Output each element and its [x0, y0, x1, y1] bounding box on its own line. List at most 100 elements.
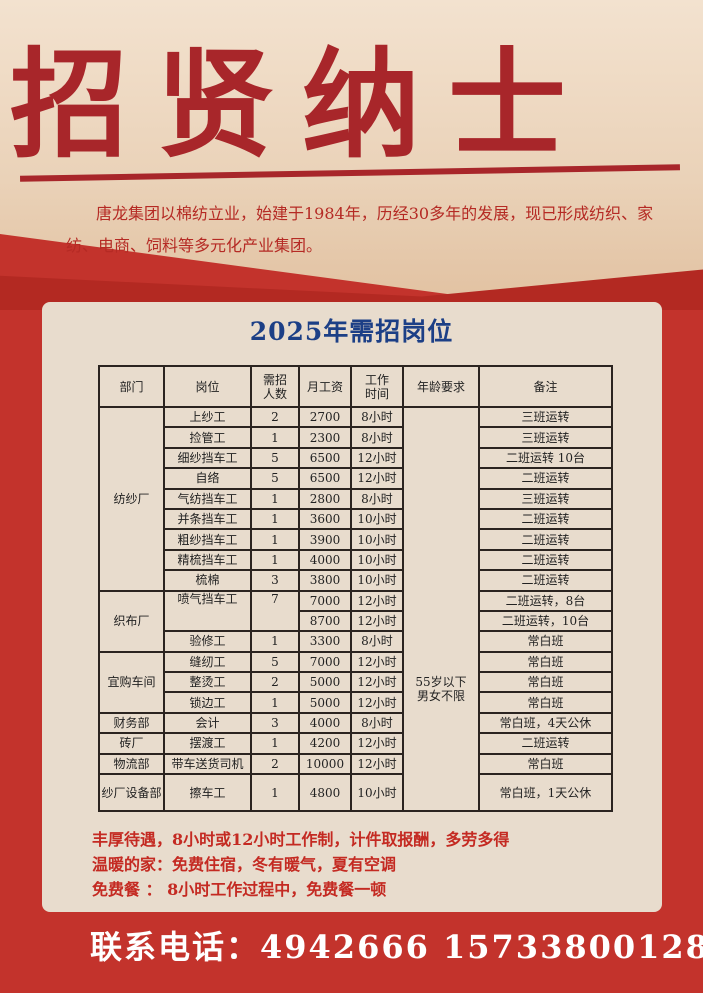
count-cell: 1	[250, 732, 300, 755]
count-cell: 1	[250, 691, 300, 714]
position-cell: 自络	[163, 467, 252, 490]
pay-cell: 4800	[298, 773, 352, 813]
col-hours: 工作时间	[350, 365, 404, 408]
hours-cell: 10小时	[350, 528, 404, 551]
table-row: 粗纱挡车工 1 3900 10小时 二班运转	[99, 528, 613, 551]
pay-cell: 3900	[298, 528, 352, 551]
pay-cell: 5000	[298, 691, 352, 714]
table-row: 自络 5 6500 12小时 二班运转	[99, 467, 613, 490]
pay-cell: 10000	[298, 752, 352, 776]
note-cell: 常白班	[478, 630, 613, 653]
table-row: 财务部 会计 3 4000 8小时 常白班，4天公休	[98, 711, 613, 735]
col-count: 需招人数	[250, 365, 300, 408]
count-cell: 1	[250, 487, 300, 510]
hours-cell: 10小时	[350, 569, 404, 592]
hours-cell: 10小时	[350, 773, 404, 813]
hours-cell: 12小时	[350, 671, 404, 694]
hours-cell: 12小时	[350, 589, 404, 612]
hours-cell: 8小时	[350, 711, 404, 735]
count-cell: 2	[250, 671, 300, 694]
table-row: 整烫工 2 5000 12小时 常白班	[99, 671, 613, 694]
pay-cell: 2800	[298, 487, 352, 510]
hours-cell: 12小时	[350, 609, 404, 633]
count-cell: 5	[250, 446, 300, 470]
hours-cell: 12小时	[350, 732, 404, 755]
dept-cell: 财务部	[98, 711, 165, 735]
count-cell: 2	[250, 405, 300, 429]
benefit-line: 温暖的家：免费住宿，冬有暖气，夏有空调	[92, 855, 397, 874]
col-position: 岗位	[163, 365, 252, 408]
position-cell: 带车送货司机	[163, 752, 252, 776]
dept-cell: 砖厂	[98, 732, 165, 755]
pay-cell: 3800	[298, 569, 352, 592]
table-row: 纺纱厂 上纱工 2 2700 8小时 55岁以下 男女不限 三班运转	[98, 405, 613, 813]
hours-cell: 12小时	[350, 691, 404, 714]
count-cell: 5	[250, 650, 300, 674]
table-header: 部门 岗位 需招人数 月工资 工作时间 年龄要求 备注	[98, 365, 613, 408]
col-dept: 部门	[98, 365, 165, 408]
jobs-heading: 2025年需招岗位	[249, 317, 454, 346]
note-cell: 二班运转	[478, 467, 613, 490]
benefit-line: 丰厚待遇，8小时或12小时工作制，计件取报酬，多劳多得	[92, 830, 510, 849]
contact-phone: 联系电话：4942666 15733800128	[90, 928, 703, 966]
count-cell: 1	[250, 773, 300, 813]
count-cell: 1	[250, 507, 300, 531]
position-cell: 缝纫工	[163, 650, 252, 674]
table-row: 物流部 带车送货司机 2 10000 12小时 常白班	[98, 752, 613, 776]
position-cell: 梳棉	[163, 569, 252, 592]
table-row: 纱厂设备部 擦车工 1 4800 10小时 常白班，1天公休	[98, 773, 613, 813]
dept-cell: 宜购车间	[98, 650, 165, 714]
hours-cell: 12小时	[350, 752, 404, 776]
count-cell: 3	[250, 711, 300, 735]
note-cell: 三班运转	[478, 426, 613, 449]
jobs-table: 部门 岗位 需招人数 月工资 工作时间 年龄要求 备注 纺纱厂 上纱工 2 2700 8…	[98, 365, 613, 813]
count-cell: 1	[250, 426, 300, 449]
position-cell: 喷气挡车工	[163, 589, 252, 633]
note-cell: 常白班	[478, 691, 613, 714]
note-cell: 常白班	[478, 752, 613, 776]
position-cell: 气纺挡车工	[163, 487, 252, 510]
count-cell: 3	[250, 569, 300, 592]
company-intro: 唐龙集团以棉纺立业，始建于1984年，历经30多年的发展，现已形成纺织、家纺、电…	[66, 204, 654, 255]
age-requirement: 55岁以下 男女不限	[402, 405, 480, 813]
position-cell: 整烫工	[163, 671, 252, 694]
table-row: 并条挡车工 1 3600 10小时 二班运转	[99, 507, 613, 531]
col-pay: 月工资	[298, 365, 352, 408]
note-cell: 二班运转，10台	[478, 609, 613, 633]
count-cell: 1	[250, 548, 300, 572]
benefit-line: 免费餐 ： 8小时工作过程中，免费餐一顿	[92, 880, 387, 899]
dept-cell: 织布厂	[98, 589, 165, 653]
note-cell: 三班运转	[478, 405, 613, 429]
dept-cell: 纺纱厂	[98, 406, 165, 592]
hours-cell: 8小时	[350, 487, 404, 510]
position-cell: 粗纱挡车工	[163, 528, 252, 551]
position-cell: 上纱工	[163, 405, 252, 429]
col-age: 年龄要求	[402, 365, 480, 408]
count-cell: 1	[250, 630, 300, 653]
position-cell: 捡管工	[163, 426, 252, 449]
note-cell: 二班运转	[478, 528, 613, 551]
table-row: 梳棉 3 3800 10小时 二班运转	[99, 569, 613, 592]
hours-cell: 8小时	[350, 426, 404, 449]
position-cell: 并条挡车工	[163, 507, 252, 531]
note-cell: 常白班	[478, 650, 613, 674]
position-cell: 摆渡工	[163, 732, 252, 755]
table-row: 验修工 1 3300 8小时 常白班	[99, 630, 613, 653]
pay-cell: 4000	[298, 711, 352, 735]
pay-cell: 7000	[298, 650, 352, 674]
note-cell: 二班运转，8台	[478, 589, 613, 612]
pay-cell: 3300	[298, 630, 352, 653]
count-cell: 5	[250, 467, 300, 490]
note-cell: 常白班，1天公休	[478, 773, 613, 813]
pay-cell: 5000	[298, 671, 352, 694]
pay-cell: 2300	[298, 426, 352, 449]
position-cell: 擦车工	[163, 773, 252, 813]
position-cell: 会计	[163, 711, 252, 735]
table-row: 气纺挡车工 1 2800 8小时 三班运转	[99, 487, 613, 510]
table-row: 精梳挡车工 1 4000 10小时 二班运转	[99, 548, 613, 572]
position-cell: 验修工	[163, 630, 252, 653]
pay-cell: 8700	[298, 609, 352, 633]
pay-cell: 6500	[298, 467, 352, 490]
dept-cell: 纱厂设备部	[98, 773, 165, 813]
position-cell: 细纱挡车工	[163, 446, 252, 470]
